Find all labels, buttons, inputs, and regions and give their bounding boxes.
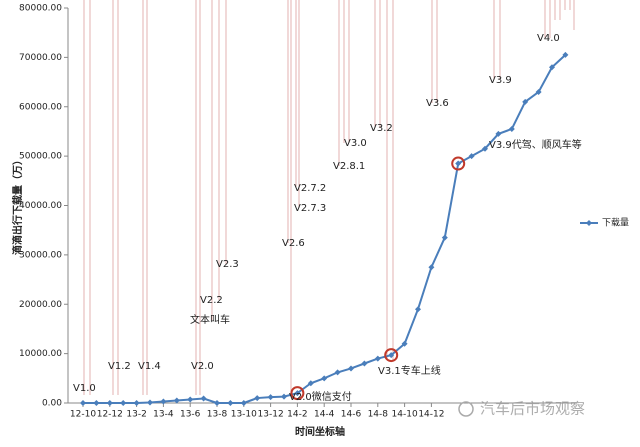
y-tick-label: 0.00 <box>42 399 62 409</box>
data-point <box>441 234 448 241</box>
data-point <box>267 394 274 401</box>
data-point <box>522 98 529 105</box>
data-point <box>401 340 408 347</box>
x-tick-label: 14-6 <box>341 410 362 420</box>
y-tick-label: 40000.00 <box>19 201 62 211</box>
data-point <box>254 395 261 402</box>
y-tick-label: 20000.00 <box>19 300 62 310</box>
annotation: V2.0 <box>191 361 214 372</box>
x-tick-label: 14-2 <box>287 410 307 420</box>
data-point <box>120 400 127 406</box>
x-tick-label: 13-6 <box>180 410 201 420</box>
data-point <box>214 400 220 406</box>
data-point <box>307 380 314 387</box>
data-point <box>415 306 421 313</box>
annotation: V1.4 <box>138 361 161 372</box>
annotation: V3.9 <box>489 75 512 86</box>
y-tick-label: 60000.00 <box>19 102 62 112</box>
data-point <box>281 393 287 400</box>
annotation: V3.2 <box>370 123 393 134</box>
data-point <box>468 153 475 160</box>
y-tick-label: 70000.00 <box>19 53 62 63</box>
x-tick-label: 13-10 <box>231 410 257 420</box>
annotation: V3.0 <box>344 138 367 149</box>
x-tick-label: 13-12 <box>258 410 284 420</box>
highlight-circle <box>451 156 466 171</box>
y-tick-label: 50000.00 <box>19 152 62 162</box>
data-point <box>388 352 395 359</box>
annotation: V3.1专车上线 <box>378 364 441 377</box>
y-tick-label: 10000.00 <box>19 349 62 359</box>
legend-marker <box>586 220 592 226</box>
annotation: 文本叫车 <box>190 313 230 326</box>
highlight-circle <box>290 386 305 401</box>
data-point <box>93 400 100 406</box>
annotation: V2.2 <box>200 295 223 306</box>
x-tick-label: 13-2 <box>126 410 146 420</box>
annotation: V2.6 <box>282 238 305 249</box>
data-point <box>495 130 502 137</box>
data-point <box>173 397 180 404</box>
annotation: V2.7.2 <box>294 183 326 194</box>
annotation: V2.3 <box>216 259 239 270</box>
x-tick-label: 14-10 <box>392 410 418 420</box>
x-tick-label: 13-4 <box>153 410 174 420</box>
data-point <box>361 360 368 367</box>
annotation: V4.0 <box>537 33 560 44</box>
legend-label: 下载量 <box>602 217 629 229</box>
data-point <box>106 400 113 406</box>
data-point <box>562 51 569 58</box>
x-axis-title: 时间坐标轴 <box>295 425 345 438</box>
annotation: V3.9代驾、顺风车等 <box>489 138 582 151</box>
x-tick-label: 13-8 <box>207 410 228 420</box>
x-tick-label: 14-8 <box>368 410 389 420</box>
data-point <box>80 400 86 406</box>
annotation: V3.6 <box>426 98 449 109</box>
data-point <box>508 125 515 132</box>
annotation: V2.7.3 <box>294 203 326 214</box>
data-point <box>374 355 381 362</box>
x-tick-label: 12-12 <box>97 410 123 420</box>
x-tick-label: 14-4 <box>314 410 335 420</box>
y-axis-title: 滴滴出行下载量（万） <box>11 155 24 255</box>
data-point <box>133 400 140 406</box>
data-point <box>147 399 153 406</box>
y-tick-label: 30000.00 <box>19 250 62 260</box>
data-point <box>455 160 462 167</box>
data-point <box>227 400 234 406</box>
data-point <box>321 375 328 382</box>
watermark: 汽车后市场观察 <box>480 400 585 418</box>
data-point <box>482 145 488 152</box>
data-point <box>549 64 555 71</box>
x-tick-label: 14-12 <box>418 410 444 420</box>
data-point <box>187 396 194 403</box>
data-point <box>334 369 341 376</box>
annotation: V2.0微信支付 <box>289 390 352 403</box>
data-point <box>240 400 247 406</box>
annotation: V1.0 <box>73 383 96 394</box>
y-tick-label: 80000.00 <box>19 4 62 14</box>
data-point <box>348 365 354 372</box>
data-point <box>428 264 435 271</box>
data-point <box>294 390 301 397</box>
watermark-icon <box>458 401 474 417</box>
annotation: V2.8.1 <box>333 161 365 172</box>
highlight-circle <box>384 348 399 363</box>
x-tick-label: 12-10 <box>70 410 96 420</box>
annotation: V1.2 <box>108 361 131 372</box>
data-point <box>535 88 542 95</box>
data-point <box>200 395 207 402</box>
data-point <box>160 398 167 405</box>
